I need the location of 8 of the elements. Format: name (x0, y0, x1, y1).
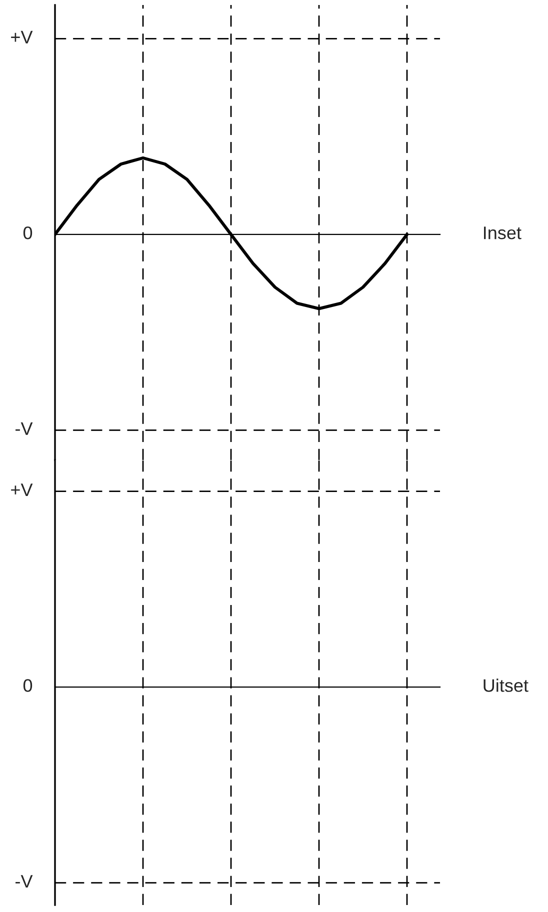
text: 0 (23, 679, 32, 692)
text: +V (11, 30, 33, 44)
text: Uitset (484, 678, 528, 692)
text: -V (16, 422, 33, 435)
text: -V (16, 875, 33, 888)
y-axis-title: Inset (484, 226, 522, 240)
text: 0 (23, 226, 32, 240)
text: +V (11, 484, 33, 496)
